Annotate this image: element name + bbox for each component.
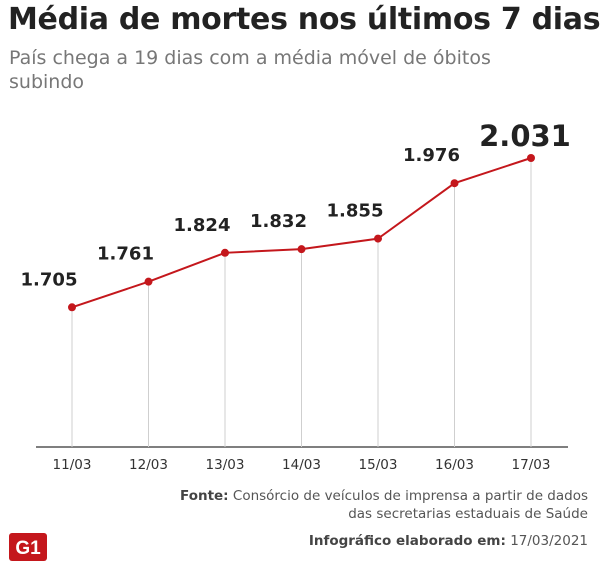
credit-note: Infográfico elaborado em: 17/03/2021 [309, 533, 588, 549]
data-point [297, 245, 306, 254]
data-point [450, 179, 459, 188]
x-tick-labels: 11/03 12/03 13/03 14/03 15/03 16/03 17/03 [53, 457, 551, 473]
data-label: 2.031 [479, 119, 571, 153]
data-labels: 1.705 1.761 1.824 1.832 1.855 1.976 2.031 [21, 119, 571, 290]
g1-logo: G1 [9, 533, 47, 561]
x-tick-label: 16/03 [435, 457, 474, 473]
data-label: 1.761 [97, 244, 154, 265]
x-tick-label: 12/03 [129, 457, 168, 473]
data-label: 1.976 [403, 145, 460, 166]
data-label: 1.705 [21, 269, 78, 290]
x-tick-label: 13/03 [206, 457, 245, 473]
drop-lines [71, 158, 532, 447]
credit-date: 17/03/2021 [510, 533, 588, 549]
credit-label: Infográfico elaborado em: [308, 533, 506, 549]
data-point [374, 234, 382, 243]
x-tick-label: 17/03 [512, 457, 551, 473]
x-tick-label: 11/03 [53, 457, 92, 473]
x-tick-label: 14/03 [282, 457, 321, 473]
chart-title: Média de mortes nos últimos 7 dias [8, 2, 600, 37]
data-point [68, 303, 76, 312]
data-point [144, 277, 153, 286]
data-points [68, 154, 535, 312]
data-label: 1.832 [250, 211, 307, 232]
line-chart: 1.705 1.761 1.824 1.832 1.855 1.976 2.031 11/0… [21, 119, 571, 473]
source-note: Fonte: Consórcio de veículos de imprensa… [168, 487, 588, 523]
data-point [527, 154, 535, 162]
source-label: Fonte: [180, 488, 229, 504]
x-tick-label: 15/03 [359, 457, 398, 473]
chart-subtitle: País chega a 19 dias com a média móvel d… [9, 47, 491, 93]
data-label: 1.824 [174, 215, 231, 236]
data-label: 1.855 [327, 201, 384, 222]
svg-text:G1: G1 [15, 538, 41, 559]
data-point [221, 248, 229, 257]
source-text: Consórcio de veículos de imprensa a part… [232, 488, 588, 522]
